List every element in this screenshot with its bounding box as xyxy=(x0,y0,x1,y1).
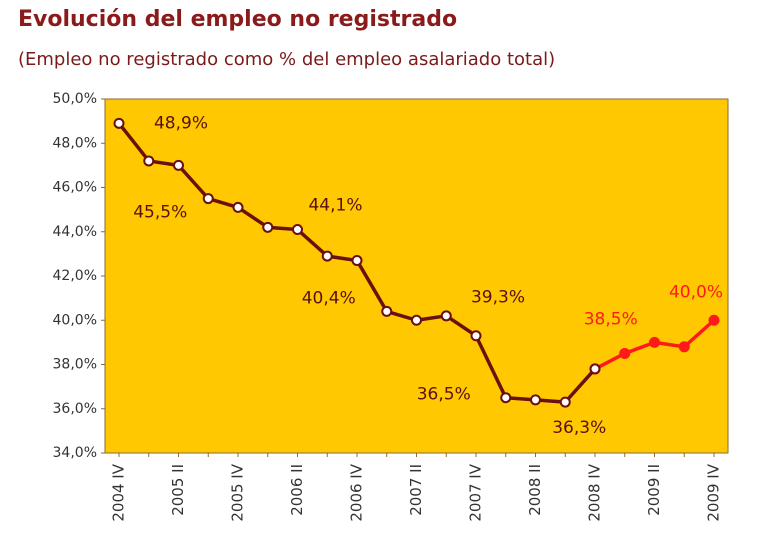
point xyxy=(232,201,244,213)
x-tick-label: 2005 IV xyxy=(229,463,247,521)
data-label: 36,3% xyxy=(552,418,606,438)
data-label: 40,4% xyxy=(302,288,356,308)
chart-subtitle: (Empleo no registrado como % del empleo … xyxy=(18,49,555,70)
x-tick-label: 2006 IV xyxy=(348,463,366,521)
data-label: 36,5% xyxy=(417,385,471,405)
x-tick-label: 2008 II xyxy=(526,464,544,516)
point xyxy=(619,347,631,359)
point xyxy=(173,159,184,171)
x-tick-label: 2006 II xyxy=(288,464,306,516)
y-tick-label: 46,0% xyxy=(53,180,97,196)
point xyxy=(143,155,155,167)
data-label: 48,9% xyxy=(154,113,208,133)
x-tick-label: 2009 II xyxy=(645,464,663,516)
point xyxy=(202,193,214,205)
point xyxy=(321,250,333,262)
point xyxy=(589,363,601,375)
data-label: 44,1% xyxy=(308,196,362,216)
x-tick-label: 2007 II xyxy=(407,464,425,516)
y-tick-label: 34,0% xyxy=(53,445,97,461)
point xyxy=(113,117,125,129)
point xyxy=(411,314,422,326)
point xyxy=(708,314,720,326)
point xyxy=(500,392,512,404)
point xyxy=(292,224,303,236)
y-tick-label: 50,0% xyxy=(53,91,97,107)
x-tick-label: 2007 IV xyxy=(467,463,485,521)
x-tick-label: 2008 IV xyxy=(586,463,604,521)
y-tick-label: 36,0% xyxy=(53,401,97,417)
data-label: 39,3% xyxy=(471,288,525,308)
data-label: 40,0% xyxy=(669,282,723,302)
point xyxy=(440,310,452,322)
x-tick-label: 2005 II xyxy=(169,464,187,516)
y-tick-label: 44,0% xyxy=(53,224,97,240)
plot-area xyxy=(104,98,729,454)
point xyxy=(351,255,363,267)
point xyxy=(559,396,571,408)
chart-title: Evolución del empleo no registrado xyxy=(18,7,457,32)
x-tick-label: 2004 IV xyxy=(110,463,128,521)
x-tick-label: 2009 IV xyxy=(705,463,723,521)
point xyxy=(649,336,660,348)
point xyxy=(678,341,690,353)
data-label: 38,5% xyxy=(584,309,638,329)
y-tick-label: 42,0% xyxy=(53,268,97,284)
data-label: 45,5% xyxy=(133,203,187,223)
point xyxy=(381,305,393,317)
point xyxy=(262,221,274,233)
point xyxy=(470,330,482,342)
y-tick-label: 38,0% xyxy=(53,357,97,373)
y-tick-label: 48,0% xyxy=(53,135,97,151)
y-tick-label: 40,0% xyxy=(53,312,97,328)
point xyxy=(530,394,541,406)
